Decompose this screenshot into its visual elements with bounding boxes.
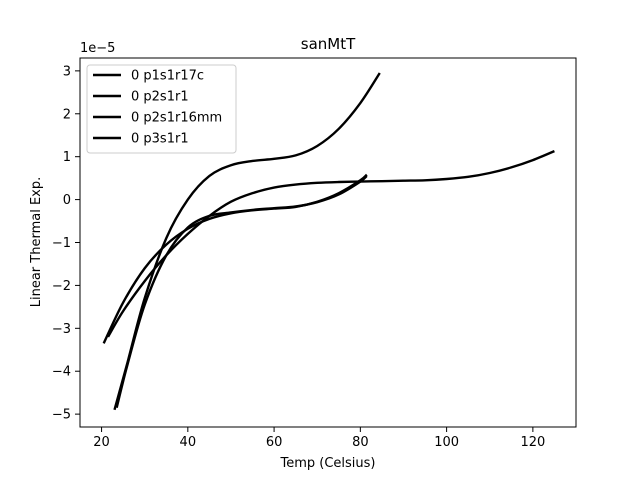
legend-label-0: 0 p1s1r17c <box>131 69 204 84</box>
y-tick-label: −1 <box>52 236 71 251</box>
y-axis-label: Linear Thermal Exp. <box>29 177 44 308</box>
legend-label-1: 0 p2s1r1 <box>131 90 189 105</box>
legend-label-2: 0 p2s1r16mm <box>131 111 222 126</box>
series-line-3 <box>115 175 368 408</box>
x-tick-label: 60 <box>266 435 283 450</box>
legend: 0 p1s1r17c 0 p2s1r1 0 p2s1r16mm 0 p3s1r1 <box>86 64 237 154</box>
x-tick-label: 40 <box>180 435 197 450</box>
y-tick-label: 0 <box>63 193 71 208</box>
x-axis-ticks: 20 40 60 80 100 120 <box>93 427 545 450</box>
y-tick-label: 1 <box>63 150 71 165</box>
series-layer <box>102 72 555 411</box>
y-tick-label: −2 <box>52 279 71 294</box>
x-tick-label: 20 <box>93 435 110 450</box>
y-tick-label: 3 <box>63 64 71 79</box>
series-line-0 <box>113 72 381 411</box>
y-tick-label: 2 <box>63 107 71 122</box>
x-tick-label: 100 <box>434 435 459 450</box>
chart-title: sanMtT <box>301 35 356 53</box>
x-tick-label: 120 <box>520 435 545 450</box>
legend-label-3: 0 p3s1r1 <box>131 132 189 147</box>
y-tick-label: −5 <box>52 408 71 423</box>
y-tick-label: −3 <box>52 322 71 337</box>
y-axis-ticks: −5 −4 −3 −2 −1 0 1 2 3 <box>52 64 80 423</box>
y-tick-label: −4 <box>52 365 71 380</box>
x-tick-label: 80 <box>352 435 369 450</box>
x-axis-label: Temp (Celsius) <box>279 456 375 471</box>
legend-frame <box>86 64 237 154</box>
series-line-2 <box>106 150 555 338</box>
y-axis-offset-label: 1e−5 <box>80 41 115 56</box>
